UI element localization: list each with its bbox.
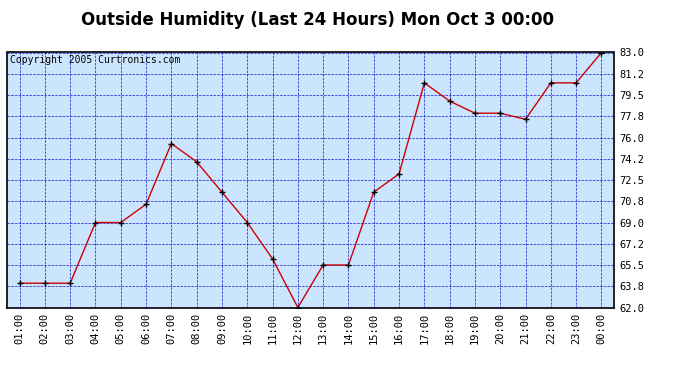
Text: Copyright 2005 Curtronics.com: Copyright 2005 Curtronics.com: [10, 55, 180, 65]
Text: Outside Humidity (Last 24 Hours) Mon Oct 3 00:00: Outside Humidity (Last 24 Hours) Mon Oct…: [81, 11, 554, 29]
